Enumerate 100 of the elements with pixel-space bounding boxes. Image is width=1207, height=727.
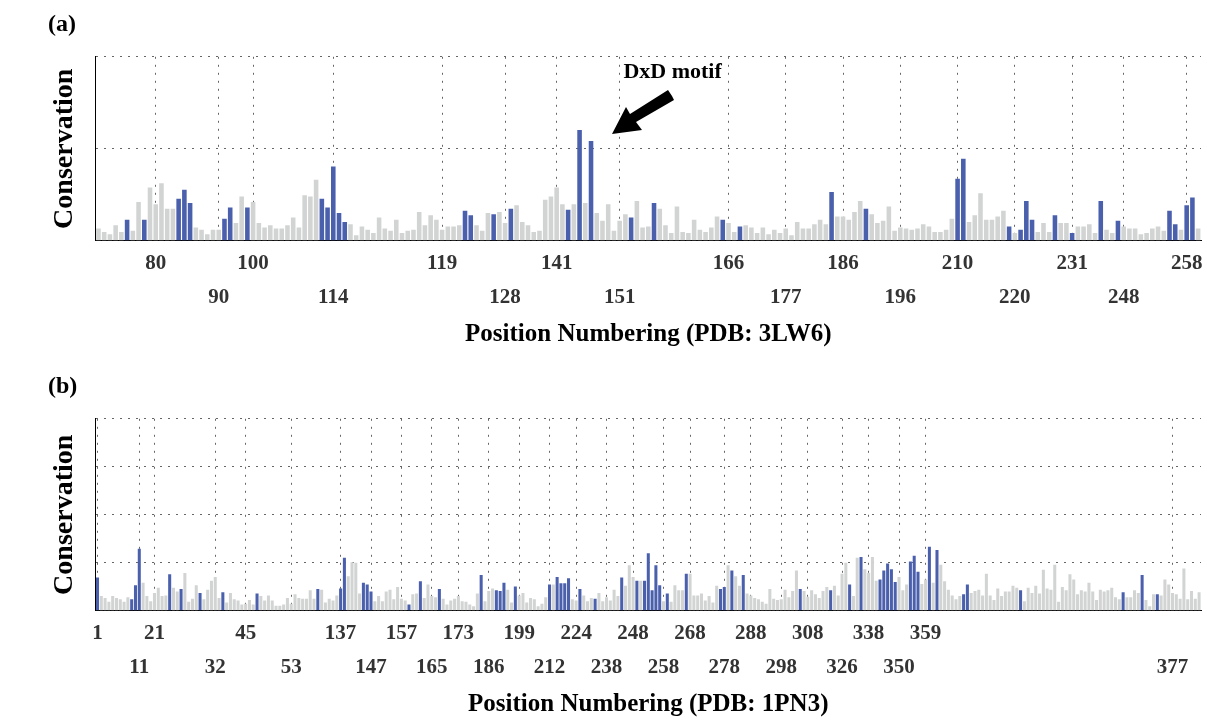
x-tick-label: 196 — [884, 283, 917, 308]
bar — [661, 601, 666, 611]
bar — [1144, 599, 1148, 611]
bar — [491, 214, 496, 241]
x-tick-label: 90 — [208, 283, 230, 308]
bar — [365, 584, 369, 611]
bar — [377, 596, 381, 611]
x-tick-label: 268 — [674, 620, 706, 645]
bar — [1110, 587, 1114, 611]
bar — [646, 553, 650, 611]
y-axis-title: Conservation — [47, 68, 79, 229]
bar — [555, 576, 559, 611]
bar — [730, 570, 734, 611]
bar — [654, 565, 658, 611]
bar — [1189, 590, 1194, 611]
bar — [384, 591, 388, 611]
bar — [1133, 590, 1137, 611]
bar — [798, 589, 802, 611]
bar — [688, 573, 692, 611]
bar — [920, 583, 924, 611]
bar — [760, 601, 764, 611]
x-tick-label: 359 — [909, 620, 942, 645]
x-tick-label: 151 — [603, 283, 636, 308]
bar — [141, 582, 145, 611]
bar — [1041, 569, 1045, 611]
x-tick-label: 224 — [560, 620, 593, 645]
bar — [183, 573, 187, 611]
bar — [316, 589, 320, 611]
bar — [745, 593, 749, 611]
bar — [605, 597, 609, 611]
bar — [434, 597, 438, 611]
bar — [673, 585, 677, 611]
bar — [221, 592, 225, 611]
bar — [114, 598, 119, 611]
x-tick-label: 258 — [1170, 250, 1203, 275]
bar — [1125, 597, 1129, 611]
x-tick-label: 210 — [941, 250, 974, 275]
bar — [783, 589, 787, 611]
x-tick-label: 326 — [826, 653, 858, 678]
bar — [244, 603, 248, 611]
bar — [684, 573, 688, 611]
bar — [1182, 568, 1186, 611]
x-axis-title: Position Numbering (PDB: 1PN3) — [468, 689, 829, 718]
bar — [320, 589, 324, 611]
x-tick-label: 119 — [426, 250, 458, 275]
bar — [589, 598, 593, 611]
bar — [848, 584, 852, 611]
x-axis-title: Position Numbering (PDB: 3LW6) — [465, 319, 832, 348]
bar — [245, 207, 250, 241]
x-tick-label: 220 — [999, 283, 1031, 308]
bar — [977, 589, 981, 611]
bar — [627, 565, 631, 611]
bar — [175, 591, 179, 611]
bar — [403, 600, 407, 611]
bar — [506, 589, 510, 611]
bar — [103, 598, 107, 611]
x-tick-label: 114 — [318, 283, 349, 308]
chart-title: (a) — [48, 9, 76, 36]
bar — [832, 585, 836, 611]
bar — [715, 585, 719, 611]
bar — [574, 600, 578, 611]
bar — [567, 578, 571, 611]
x-tick-label: 141 — [540, 250, 573, 275]
bar — [825, 587, 829, 611]
bar — [829, 590, 833, 611]
bar — [1174, 594, 1178, 611]
bar — [171, 587, 175, 611]
bar — [342, 557, 346, 611]
x-tick-label: 80 — [145, 250, 167, 275]
bar — [544, 597, 548, 611]
x-tick-label: 186 — [827, 250, 859, 275]
bar — [255, 593, 259, 611]
bar — [924, 579, 928, 611]
x-tick-label: 147 — [355, 653, 387, 678]
bar — [1053, 564, 1057, 611]
bar — [665, 593, 669, 611]
x-tick-label: 128 — [489, 283, 521, 308]
x-tick-label: 53 — [280, 653, 302, 678]
bar — [141, 219, 147, 241]
bar — [1197, 592, 1201, 611]
bar — [247, 599, 251, 611]
x-tick-label: 258 — [647, 653, 680, 678]
bar — [437, 589, 441, 611]
bar — [741, 574, 745, 611]
bar — [529, 598, 533, 611]
bar — [582, 595, 586, 611]
bar — [996, 588, 1000, 611]
bar — [164, 595, 168, 611]
x-tick-label: 212 — [533, 653, 566, 678]
bar — [577, 129, 582, 241]
bar — [415, 593, 419, 611]
x-tick-label: 298 — [765, 653, 797, 678]
bar — [935, 550, 939, 611]
bar — [456, 596, 460, 611]
bar — [969, 592, 973, 611]
x-tick-label: 288 — [735, 620, 767, 645]
bar — [453, 598, 457, 611]
bar — [1140, 574, 1144, 611]
x-tick-label: 100 — [237, 250, 269, 275]
bar — [266, 595, 270, 611]
